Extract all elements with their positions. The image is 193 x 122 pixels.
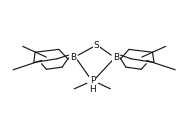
Text: S: S bbox=[94, 41, 99, 50]
Text: P: P bbox=[90, 76, 95, 85]
Text: B: B bbox=[70, 53, 76, 62]
Text: B: B bbox=[113, 53, 119, 62]
Text: H: H bbox=[89, 85, 96, 94]
